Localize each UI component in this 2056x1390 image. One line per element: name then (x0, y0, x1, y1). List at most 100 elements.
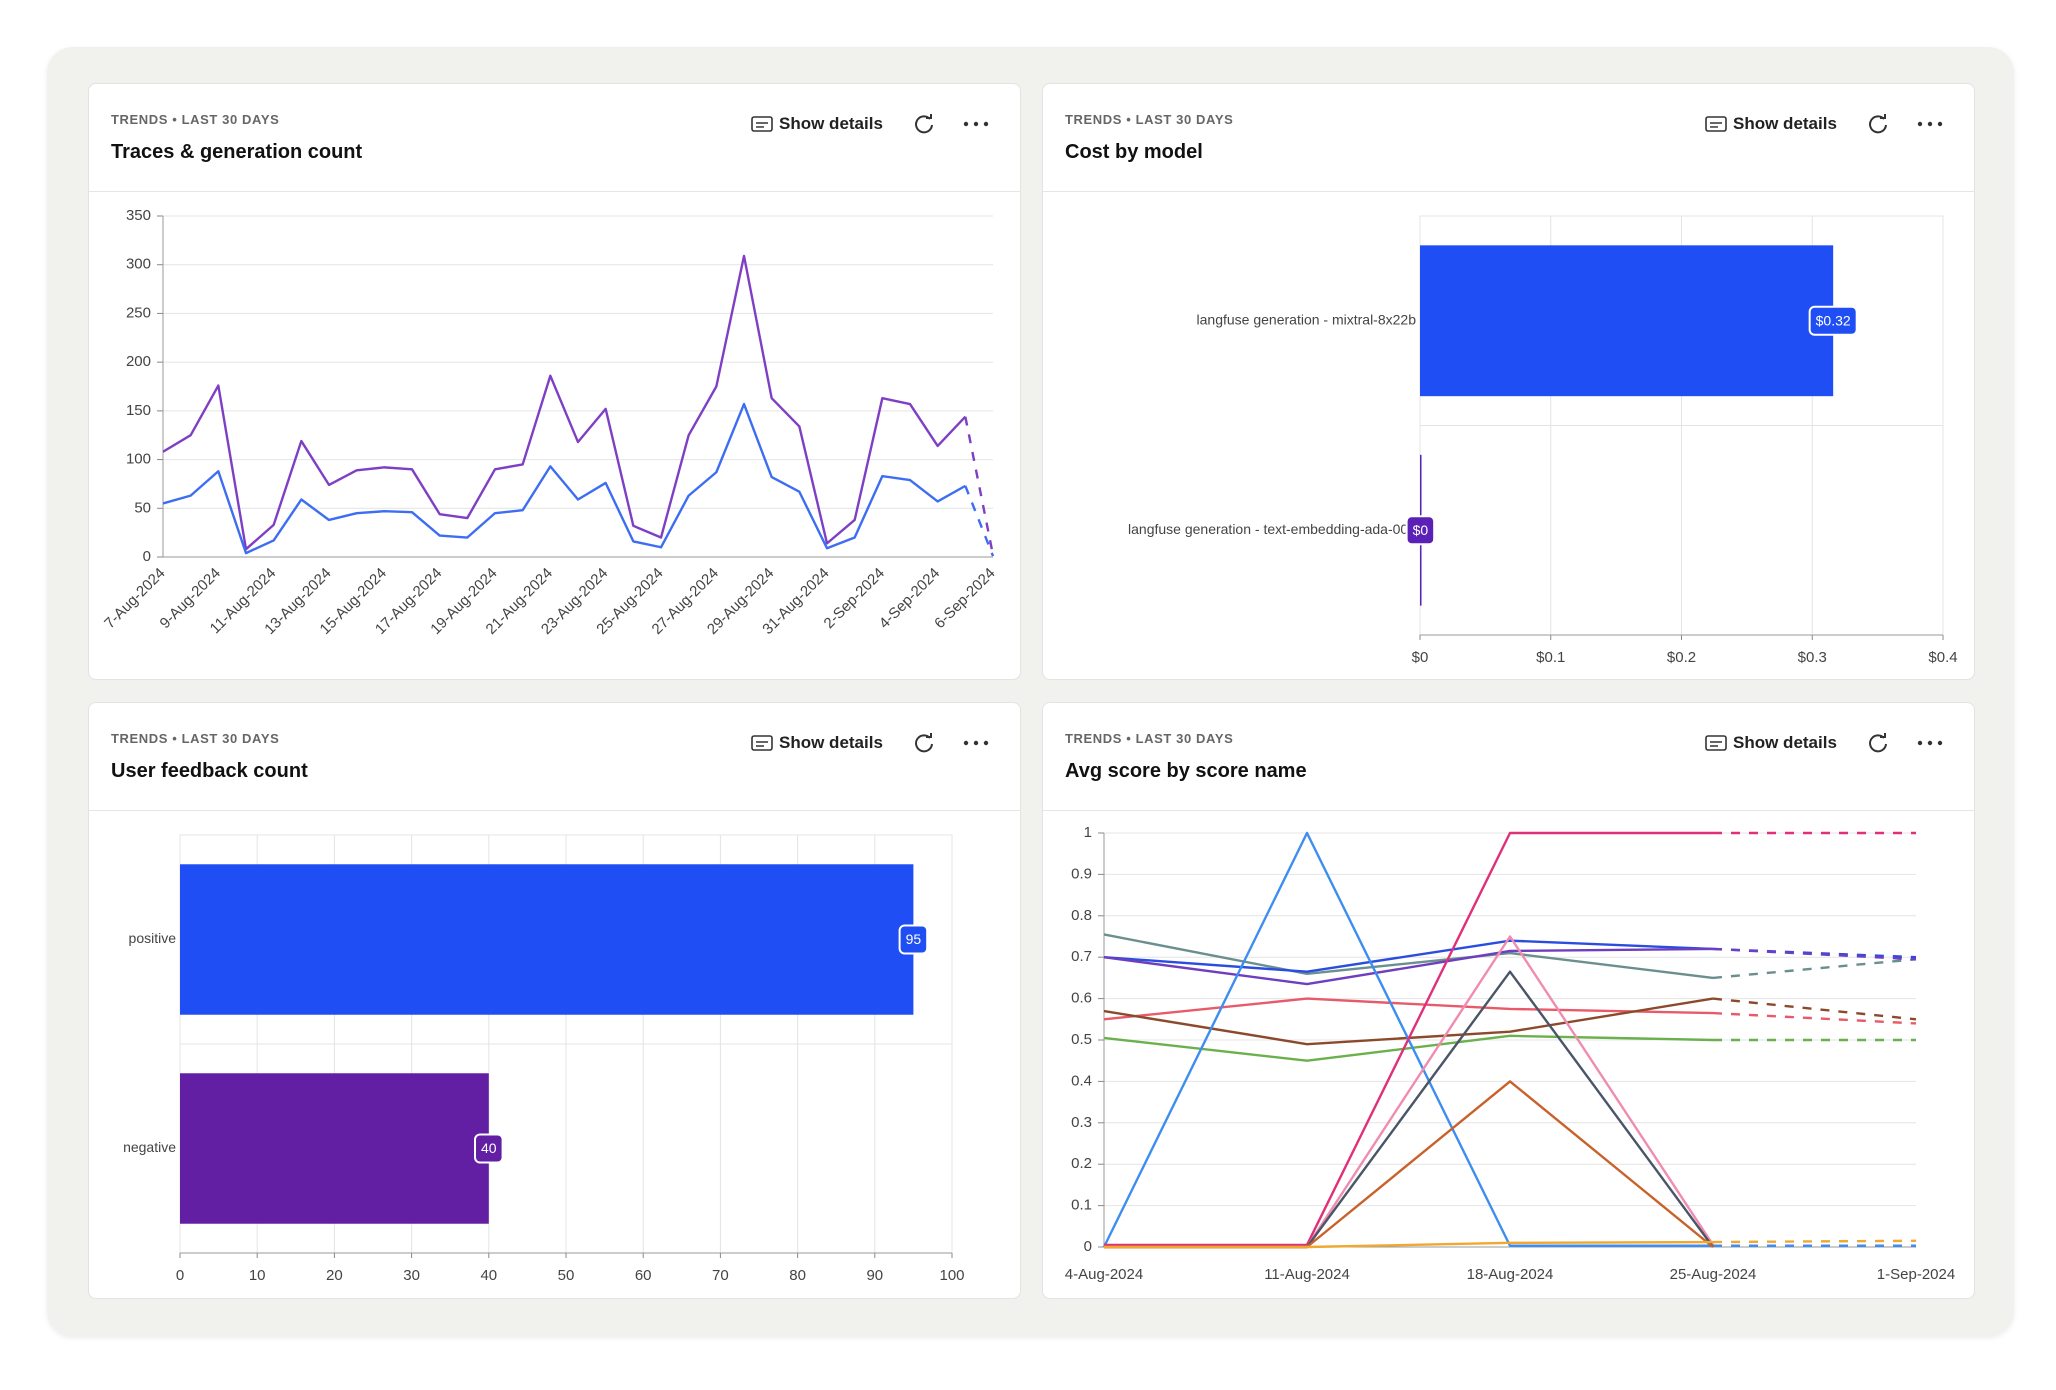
panel: TRENDS • LAST 30 DAYS Traces & generation… (88, 83, 1021, 680)
y-tick-label: 0.3 (1071, 1114, 1092, 1131)
more-button[interactable] (1917, 120, 1943, 128)
eyebrow: TRENDS • LAST 30 DAYS (111, 112, 280, 127)
x-tick-label: 18-Aug-2024 (1467, 1266, 1554, 1283)
y-tick-label: 0.6 (1071, 990, 1092, 1007)
icon-shape (1869, 115, 1887, 134)
show-details-label: Show details (779, 733, 883, 752)
y-tick-label: 300 (126, 256, 151, 273)
panel-header: TRENDS • LAST 30 DAYS User feedback count… (89, 703, 1020, 811)
x-tick-label: $0.2 (1667, 649, 1696, 666)
icon-shape (973, 740, 979, 746)
category-label: langfuse generation - text-embedding-ada… (1128, 521, 1416, 537)
x-tick-label: 20 (326, 1267, 343, 1284)
more-button[interactable] (1917, 739, 1943, 747)
line-dashed (1712, 958, 1917, 980)
value-label-text: $0.32 (1816, 312, 1851, 328)
y-tick-label: 100 (126, 451, 151, 468)
line (1104, 935, 1715, 1249)
panel-title: User feedback count (111, 760, 308, 782)
y-tick-label: 0 (143, 548, 151, 565)
icon-shape (1869, 734, 1887, 753)
line (1103, 939, 1714, 973)
line (162, 402, 966, 555)
x-tick-label: 100 (939, 1267, 964, 1284)
x-tick-label: 11-Aug-2024 (1264, 1266, 1350, 1283)
value-label-text: 95 (906, 931, 922, 947)
line-dashed (1712, 1011, 1917, 1025)
line (1103, 933, 1714, 980)
x-tick-label: 1-Sep-2024 (1877, 1266, 1955, 1283)
icon-shape (915, 734, 933, 753)
icon-shape (926, 114, 932, 119)
icon-shape (1927, 740, 1933, 746)
x-tick-label: 70 (712, 1267, 729, 1284)
refresh-button[interactable] (1867, 732, 1889, 754)
bar (1420, 245, 1834, 397)
icon-shape (973, 121, 979, 127)
x-tick-label: 10 (249, 1267, 266, 1284)
refresh-button[interactable] (1867, 113, 1889, 135)
y-tick-label: 0.9 (1071, 865, 1092, 882)
refresh-button[interactable] (913, 113, 935, 135)
value-label-box (474, 1133, 504, 1164)
icon-shape (751, 116, 773, 132)
x-tick-label: 80 (789, 1267, 806, 1284)
x-tick-label: 60 (635, 1267, 652, 1284)
x-tick-label: 4-Aug-2024 (1065, 1266, 1143, 1283)
details-icon (1705, 116, 1727, 132)
more-button[interactable] (963, 739, 989, 747)
x-tick-label: 90 (866, 1267, 883, 1284)
value-label: $0 (1405, 515, 1436, 546)
panel: TRENDS • LAST 30 DAYS Cost by model Show d… (1042, 83, 1975, 680)
line (1104, 1240, 1714, 1249)
value-label-text: 40 (481, 1140, 497, 1156)
y-tick-label: 0.2 (1071, 1155, 1092, 1172)
x-tick-label: 0 (176, 1267, 184, 1284)
icon-shape (1705, 116, 1727, 132)
y-tick-label: 200 (126, 353, 151, 370)
category-label: negative (123, 1139, 176, 1155)
details-icon (1705, 735, 1727, 751)
show-details-button[interactable]: Show details (751, 728, 883, 758)
panel-header: TRENDS • LAST 30 DAYS Cost by model Show d… (1043, 84, 1974, 192)
icon-shape (1917, 121, 1923, 127)
y-tick-label: 0.7 (1071, 948, 1092, 965)
y-tick-label: 150 (126, 402, 151, 419)
y-tick-label: 350 (126, 207, 151, 224)
x-tick-label: 30 (403, 1267, 420, 1284)
show-details-button[interactable]: Show details (751, 109, 883, 139)
line-dashed (964, 485, 995, 557)
eyebrow: TRENDS • LAST 30 DAYS (1065, 731, 1234, 746)
refresh-button[interactable] (913, 732, 935, 754)
icon-shape (963, 121, 969, 127)
icon-shape (1937, 740, 1943, 746)
chart: 0 0.1 0.2 0.3 0.4 0.5 0.6 0.7 0.8 0.9 1 4-Aug-2024 1… (1065, 824, 1955, 1283)
line (1103, 947, 1714, 986)
line-dashed (1712, 947, 1917, 961)
panel-title: Cost by model (1065, 141, 1203, 163)
value-label: 95 (898, 924, 929, 955)
details-icon (751, 116, 773, 132)
y-tick-label: 0.5 (1071, 1031, 1092, 1048)
icon-shape (983, 121, 989, 127)
show-details-button[interactable]: Show details (1705, 109, 1837, 139)
category-label: langfuse generation - mixtral-8x22b (1197, 311, 1417, 327)
eyebrow: TRENDS • LAST 30 DAYS (111, 731, 280, 746)
details-icon (751, 735, 773, 751)
more-button[interactable] (963, 120, 989, 128)
icon-shape (1705, 735, 1727, 751)
bar (180, 1073, 489, 1224)
x-tick-label: 40 (480, 1267, 497, 1284)
y-tick-label: 0.8 (1071, 907, 1092, 924)
value-label: $0.32 (1808, 305, 1858, 336)
chart: 0 10 20 30 40 50 60 70 80 90 100 positive 95 negative… (123, 834, 965, 1284)
value-label-box (1405, 515, 1436, 546)
show-details-button[interactable]: Show details (1705, 728, 1837, 758)
icon-shape (1880, 733, 1886, 738)
value-label-text: $0 (1413, 522, 1429, 538)
x-tick-label: $0.3 (1798, 649, 1827, 666)
line-dashed (1712, 1239, 1917, 1244)
icon-shape (751, 735, 773, 751)
icon-shape (915, 115, 933, 134)
x-tick-label: 25-Aug-2024 (1670, 1266, 1757, 1283)
